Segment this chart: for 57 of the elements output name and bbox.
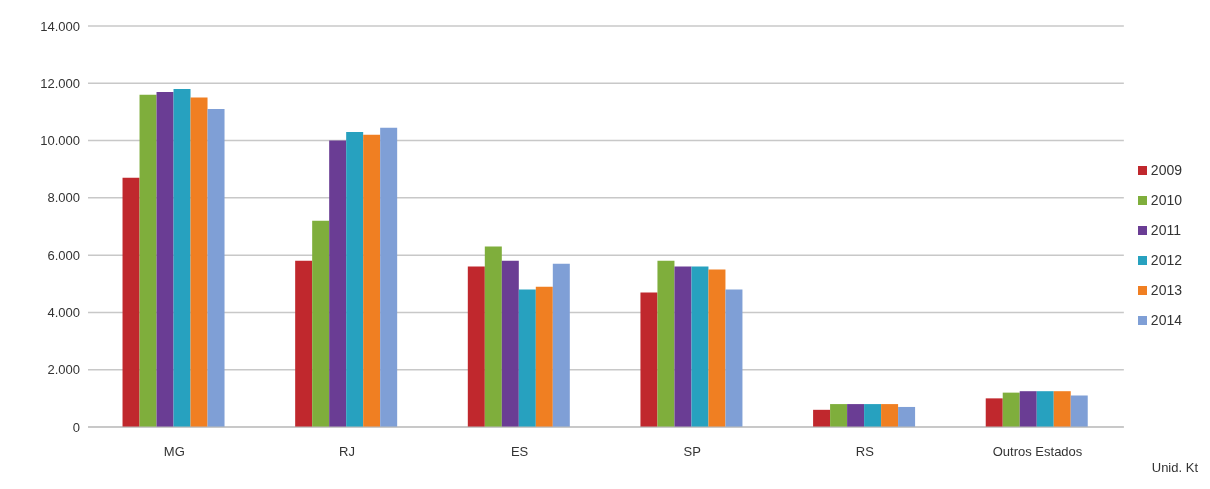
x-tick-label: SP bbox=[683, 444, 701, 460]
x-tick-label: RS bbox=[855, 444, 875, 460]
bar bbox=[847, 404, 865, 427]
bar bbox=[674, 266, 692, 427]
bar bbox=[985, 398, 1003, 427]
bar bbox=[1053, 391, 1071, 427]
bar bbox=[881, 404, 899, 427]
y-tick-label: 10.000 bbox=[40, 133, 80, 149]
bar bbox=[813, 409, 831, 427]
bar bbox=[535, 286, 553, 427]
bar bbox=[467, 266, 485, 427]
bar bbox=[329, 140, 347, 427]
bar bbox=[830, 404, 848, 427]
legend-label: 2010 bbox=[1150, 191, 1182, 208]
legend-label: 2013 bbox=[1150, 281, 1182, 298]
x-tick-label: Outros Estados bbox=[992, 444, 1083, 460]
bar bbox=[173, 89, 191, 427]
bar bbox=[1070, 395, 1088, 427]
bar bbox=[552, 263, 570, 427]
bar bbox=[1036, 391, 1054, 427]
text: Unid. Kt bbox=[1151, 460, 1198, 475]
x-tick-label: ES bbox=[510, 444, 529, 460]
legend-label: 2011 bbox=[1150, 221, 1181, 238]
bar bbox=[864, 404, 882, 427]
bar bbox=[363, 134, 381, 427]
bar bbox=[295, 260, 313, 427]
y-tick-label: 6.000 bbox=[47, 247, 80, 263]
bar bbox=[207, 109, 225, 427]
y-tick-label: 0 bbox=[72, 419, 80, 435]
bar bbox=[484, 246, 502, 427]
bar bbox=[898, 406, 916, 427]
y-tick-label: 4.000 bbox=[47, 305, 80, 321]
bar bbox=[1019, 391, 1037, 427]
bar bbox=[640, 292, 658, 427]
y-tick-label: 8.000 bbox=[47, 190, 80, 206]
bar bbox=[346, 131, 364, 427]
bar bbox=[139, 94, 157, 427]
x-tick-label: RJ bbox=[339, 444, 355, 460]
bar bbox=[725, 289, 743, 427]
legend-label: 2014 bbox=[1150, 311, 1182, 328]
y-tick-label: 14.000 bbox=[40, 18, 80, 34]
bar bbox=[657, 260, 675, 427]
bar bbox=[190, 97, 208, 427]
bar bbox=[380, 127, 398, 427]
bar bbox=[708, 269, 726, 427]
bar bbox=[501, 260, 519, 427]
bar bbox=[1002, 392, 1020, 427]
legend-label: 2009 bbox=[1150, 161, 1182, 178]
y-tick-label: 12.000 bbox=[40, 75, 80, 91]
bar bbox=[518, 289, 536, 427]
bar bbox=[122, 177, 140, 427]
legend-label: 2012 bbox=[1150, 251, 1182, 268]
bar bbox=[691, 266, 709, 427]
y-tick-label: 2.000 bbox=[47, 362, 80, 378]
x-tick-label: MG bbox=[163, 444, 185, 460]
bar bbox=[156, 91, 174, 427]
bar bbox=[312, 220, 330, 427]
